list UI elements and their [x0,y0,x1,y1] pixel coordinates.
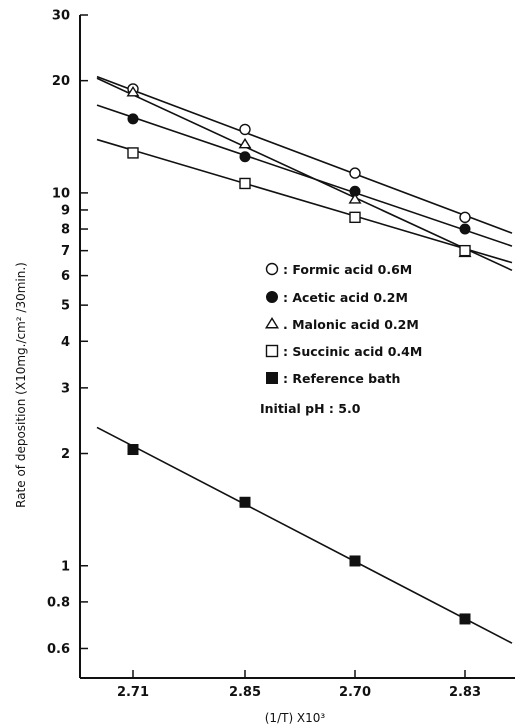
y-tick-label-0: 30 [52,9,70,24]
data-markers [126,83,472,625]
marker-s4-p3 [459,613,471,625]
marker-s0-p1 [239,123,251,136]
marker-s4-p1 [239,496,251,508]
legend-label-1: : Acetic acid 0.2M [283,290,408,305]
y-tick-label-12: 0.8 [47,595,70,610]
legend-symbol-3 [265,344,279,358]
marker-s1-p3 [459,223,471,235]
y-tick-label-6: 6 [61,269,70,284]
x-tick-label-2: 2.70 [339,685,371,700]
y-tick-label-2: 10 [52,186,70,201]
y-tick-label-7: 5 [61,299,70,314]
legend-symbol-1 [266,291,278,303]
marker-s3-p0 [127,147,139,159]
y-tick-label-8: 4 [61,335,70,350]
legend-symbol-4 [266,372,278,384]
y-tick-label-4: 8 [61,223,70,238]
marker-s3-p1 [239,177,251,190]
marker-s3-p2 [349,211,361,224]
y-tick-label-5: 7 [61,244,70,259]
y-tick-label-3: 9 [61,203,70,218]
y-tick-label-1: 20 [52,74,70,89]
marker-s0-p2 [349,167,361,179]
marker-s1-p0 [127,113,139,125]
marker-s4-p2 [349,555,361,567]
legend-label-0: : Formic acid 0.6M [283,262,412,277]
legend-symbol-2 [264,317,280,329]
fit-lines [96,75,513,644]
legend-label-2: . Malonic acid 0.2M [283,317,419,332]
marker-s2-p1 [238,137,252,149]
marker-s2-p0 [126,85,140,97]
y-tick-label-9: 3 [61,381,70,396]
x-axis-ticks: 2.71 2.85 2.70 2.83 [117,670,481,700]
marker-s4-p0 [127,444,139,456]
marker-s0-p3 [459,211,471,224]
legend-label-4: : Reference bath [283,371,400,386]
y-tick-label-10: 2 [61,447,70,462]
y-axis-ticks: 30 20 10 9 8 7 6 5 4 3 2 1 0.8 0.6 [47,9,88,657]
y-tick-label-11: 1 [61,559,70,574]
fit-line-4 [96,426,513,644]
x-tick-label-0: 2.71 [117,685,149,700]
fit-line-1 [96,104,513,247]
plot-frame [79,15,515,679]
legend-symbol-0 [265,262,279,276]
fit-line-2 [96,77,513,272]
fit-line-3 [96,138,513,264]
marker-s2-p2 [348,193,362,204]
x-tick-label-3: 2.83 [449,685,481,700]
marker-s3-p3 [459,244,471,257]
y-axis-title: Rate of deposition (X10mg./cm² /30min.) [14,262,28,508]
x-axis-title: (1/T) X10³ [265,711,326,725]
legend: : Formic acid 0.6M : Acetic acid 0.2M . … [260,262,422,416]
y-tick-label-13: 0.6 [47,642,70,657]
marker-s1-p1 [239,151,251,163]
x-tick-label-1: 2.85 [229,685,261,700]
fit-line-0 [96,75,513,234]
legend-label-3: : Succinic acid 0.4M [283,344,422,359]
initial-ph-note: Initial pH : 5.0 [260,401,361,416]
